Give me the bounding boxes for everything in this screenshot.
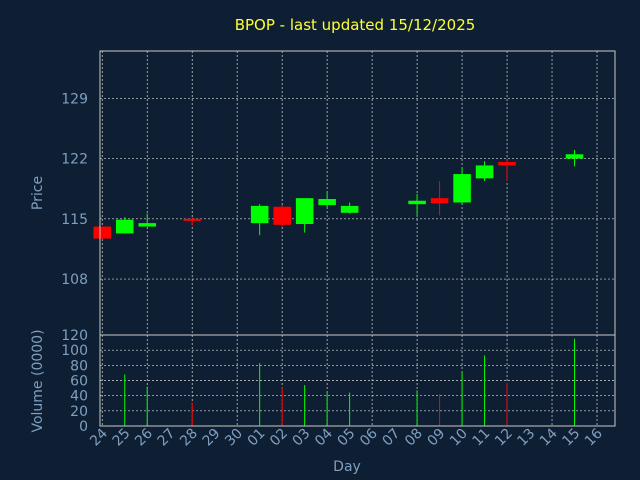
candle-body <box>115 219 134 234</box>
candle-body <box>250 205 269 224</box>
day-tick-label: 16 <box>582 425 606 449</box>
volume-grid <box>100 335 615 426</box>
candle-body <box>273 206 291 225</box>
candle-body <box>408 200 426 205</box>
volume-tick-label: 80 <box>70 358 88 374</box>
day-tick-label: 11 <box>469 426 493 450</box>
day-tick-label: 05 <box>335 426 359 450</box>
candle-body <box>183 218 201 221</box>
day-tick-label: 06 <box>357 425 381 449</box>
volume-axis-label: Volume (0000) <box>30 329 46 432</box>
day-tick-label: 15 <box>559 426 583 450</box>
day-tick-label: 28 <box>177 426 201 450</box>
candle-body <box>498 162 516 166</box>
day-tick-label: 08 <box>402 426 426 450</box>
day-tick-label: 27 <box>155 426 179 450</box>
price-tick-label: 129 <box>61 91 88 107</box>
price-candles <box>93 149 584 240</box>
price-grid <box>100 51 615 335</box>
price-tick-label: 108 <box>61 272 88 288</box>
candle-body <box>565 154 584 159</box>
candle-body <box>93 226 112 239</box>
candle-body <box>138 223 156 227</box>
day-tick-label: 24 <box>87 425 111 449</box>
price-axis-label: Price <box>30 176 46 210</box>
day-tick-label: 30 <box>222 426 246 450</box>
day-tick-label: 01 <box>245 426 269 450</box>
volume-tick-label: 120 <box>61 328 88 344</box>
volume-tick-label: 20 <box>70 404 88 420</box>
day-tick-label: 13 <box>514 426 538 450</box>
day-tick-label: 09 <box>424 426 448 450</box>
candle-body <box>340 205 359 213</box>
volume-tick-label: 60 <box>70 374 88 390</box>
day-tick-label: 03 <box>290 426 314 450</box>
day-tick-label: 10 <box>447 426 471 450</box>
day-tick-label: 07 <box>380 426 404 450</box>
candle-body <box>318 199 336 206</box>
candle-body <box>430 198 449 204</box>
day-axis: 2425262728293001020304050607080910111213… <box>87 425 606 449</box>
day-tick-label: 12 <box>492 426 516 450</box>
volume-bars <box>124 338 576 426</box>
chart-title: BPOP - last updated 15/12/2025 <box>235 16 476 34</box>
price-tick-label: 115 <box>61 212 88 228</box>
volume-tick-label: 0 <box>79 419 88 435</box>
volume-panel-frame <box>99 334 616 427</box>
price-axis: 108 115 122 129 <box>61 91 88 288</box>
candle-body <box>475 165 494 179</box>
day-tick-label: 14 <box>537 425 561 449</box>
candle-body <box>453 174 471 203</box>
day-tick-label: 29 <box>200 426 224 450</box>
day-tick-label: 25 <box>110 426 134 450</box>
day-tick-label: 02 <box>267 426 291 450</box>
day-tick-label: 04 <box>312 425 336 449</box>
volume-tick-label: 40 <box>70 389 88 405</box>
candle-body <box>295 198 314 224</box>
day-axis-label: Day <box>333 459 361 475</box>
volume-tick-label: 100 <box>61 343 88 359</box>
day-tick-label: 26 <box>132 425 156 449</box>
price-tick-label: 122 <box>61 152 88 168</box>
price-panel-frame <box>99 50 616 336</box>
